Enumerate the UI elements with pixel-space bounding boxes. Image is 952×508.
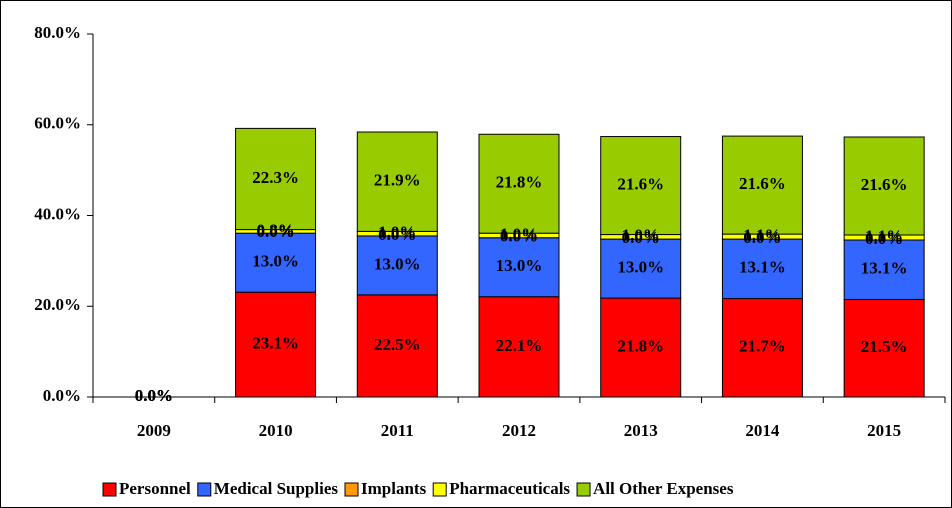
data-label: 0.0%	[378, 225, 416, 244]
bar-segment	[478, 296, 560, 398]
data-label: 21.5%	[861, 337, 908, 356]
legend-label: All Other Expenses	[593, 479, 734, 498]
bar-segment	[843, 239, 925, 300]
data-label: 0.0%	[256, 222, 294, 241]
data-label: 21.9%	[374, 171, 421, 190]
bar-segment	[843, 136, 925, 236]
bar-segment	[843, 298, 925, 398]
data-label: 0.8%	[256, 220, 294, 239]
bar-segment	[721, 238, 803, 300]
y-tick-label: 0.0%	[43, 386, 81, 405]
bar-segment	[356, 131, 438, 232]
data-label: 13.1%	[861, 259, 908, 278]
data-label: 13.0%	[617, 257, 664, 276]
data-label: 1.0%	[500, 224, 538, 243]
legend-label: Implants	[361, 479, 427, 498]
bar-segment	[600, 238, 682, 299]
y-tick-label: 40.0%	[34, 204, 81, 223]
data-label: 1.1%	[743, 226, 781, 245]
data-label: 21.6%	[739, 174, 786, 193]
data-label: 23.1%	[252, 333, 299, 352]
data-label: 0.0%	[135, 386, 173, 405]
bar-segment	[600, 297, 682, 398]
y-tick-label: 20.0%	[34, 295, 81, 314]
legend-swatch	[197, 482, 212, 497]
bar-segment	[721, 135, 803, 235]
data-label: 0.0%	[622, 228, 660, 247]
bar-segment	[478, 133, 560, 234]
x-tick-label: 2014	[745, 421, 780, 440]
bar-segment	[356, 294, 438, 398]
data-label: 13.0%	[252, 252, 299, 271]
legend-label: Personnel	[119, 479, 191, 498]
bar-segment	[721, 298, 803, 398]
data-label: 21.8%	[496, 173, 543, 192]
data-label: 22.5%	[374, 335, 421, 354]
data-label: 22.3%	[252, 168, 299, 187]
data-label: 0.0%	[865, 229, 903, 248]
x-tick-label: 2010	[259, 421, 293, 440]
legend-swatch	[576, 482, 591, 497]
bar-segment	[478, 237, 560, 298]
legend-label: Pharmaceuticals	[449, 479, 570, 498]
x-tick-label: 2011	[381, 421, 414, 440]
data-label: 0.0%	[135, 386, 173, 405]
bar-segment	[600, 136, 682, 236]
data-label: 21.6%	[617, 174, 664, 193]
data-label: 0.0%	[135, 386, 173, 405]
data-label: 21.7%	[739, 337, 786, 356]
data-label: 1.0%	[378, 223, 416, 242]
data-label: 0.0%	[135, 386, 173, 405]
data-label: 21.6%	[861, 175, 908, 194]
x-tick-label: 2013	[624, 421, 658, 440]
data-label: 13.0%	[496, 256, 543, 275]
legend-label: Medical Supplies	[214, 479, 339, 498]
bar-segment	[235, 291, 317, 398]
data-label: 22.1%	[496, 336, 543, 355]
y-tick-label: 60.0%	[34, 114, 81, 133]
data-label: 1.1%	[865, 226, 903, 245]
legend-swatch	[344, 482, 359, 497]
x-tick-label: 2015	[867, 421, 901, 440]
data-label: 0.0%	[743, 228, 781, 247]
data-label: 0.0%	[500, 227, 538, 246]
x-tick-label: 2009	[137, 421, 171, 440]
data-label: 13.1%	[739, 258, 786, 277]
bar-segment	[235, 232, 317, 293]
data-label: 0.0%	[135, 386, 173, 405]
legend-swatch	[432, 482, 447, 497]
data-label: 1.0%	[622, 226, 660, 245]
x-tick-label: 2012	[502, 421, 536, 440]
y-tick-label: 80.0%	[34, 23, 81, 42]
bar-segment	[235, 127, 317, 231]
data-label: 21.8%	[617, 336, 664, 355]
legend-swatch	[102, 482, 117, 497]
data-label: 13.0%	[374, 254, 421, 273]
